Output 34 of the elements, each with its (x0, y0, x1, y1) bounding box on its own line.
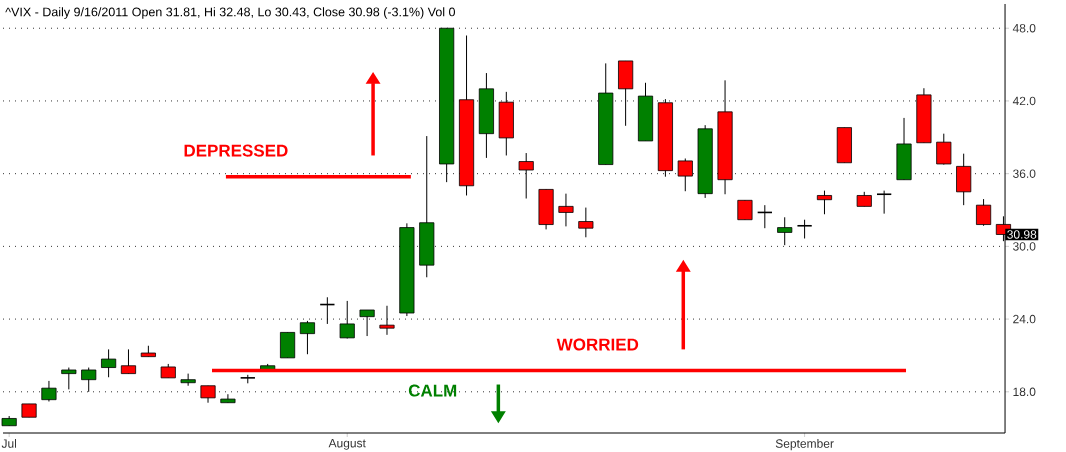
candlestick (220, 393, 236, 404)
candlestick (777, 216, 793, 246)
candlestick (339, 300, 355, 339)
y-tick-label: 30.0 (1013, 242, 1036, 251)
candlestick (816, 190, 833, 215)
candlestick (101, 348, 117, 378)
y-tick-label: 18.0 (1013, 387, 1036, 397)
annotation: 30.98 (1007, 230, 1037, 239)
chart-title: ^VIX - Daily 9/16/2011 Open 31.81, Hi 32.48, Lo 30.43, Close 30.98 (-3.1%) Vol 0 (5, 7, 456, 19)
candlestick (737, 199, 753, 221)
x-tick-label: September (775, 439, 834, 451)
y-tick-label: 42.0 (1012, 96, 1036, 106)
candlestick (677, 158, 693, 192)
candlestick (876, 190, 893, 215)
candlestick (796, 219, 813, 239)
annotation: CALM (408, 384, 457, 397)
candlestick (578, 207, 594, 238)
candlestick (976, 198, 992, 227)
candlestick (936, 133, 952, 166)
ref-line-label: WORRIED (556, 338, 639, 351)
candlestick (120, 348, 137, 375)
y-tick-label: 36.0 (1013, 169, 1036, 178)
candlestick (518, 152, 534, 199)
candlestick (180, 373, 196, 387)
ref-line-label: DEPRESSED (184, 144, 288, 157)
candlestick (299, 320, 316, 355)
y-tick-label: 48.0 (1012, 23, 1036, 33)
candlestick (379, 305, 395, 336)
x-tick-label: Jul (1, 439, 17, 448)
candlestick (61, 367, 77, 390)
candlestick (359, 309, 375, 337)
y-tick-label: 24.0 (1013, 314, 1036, 324)
candlestick (558, 193, 574, 227)
x-tick-label: August (328, 439, 366, 450)
